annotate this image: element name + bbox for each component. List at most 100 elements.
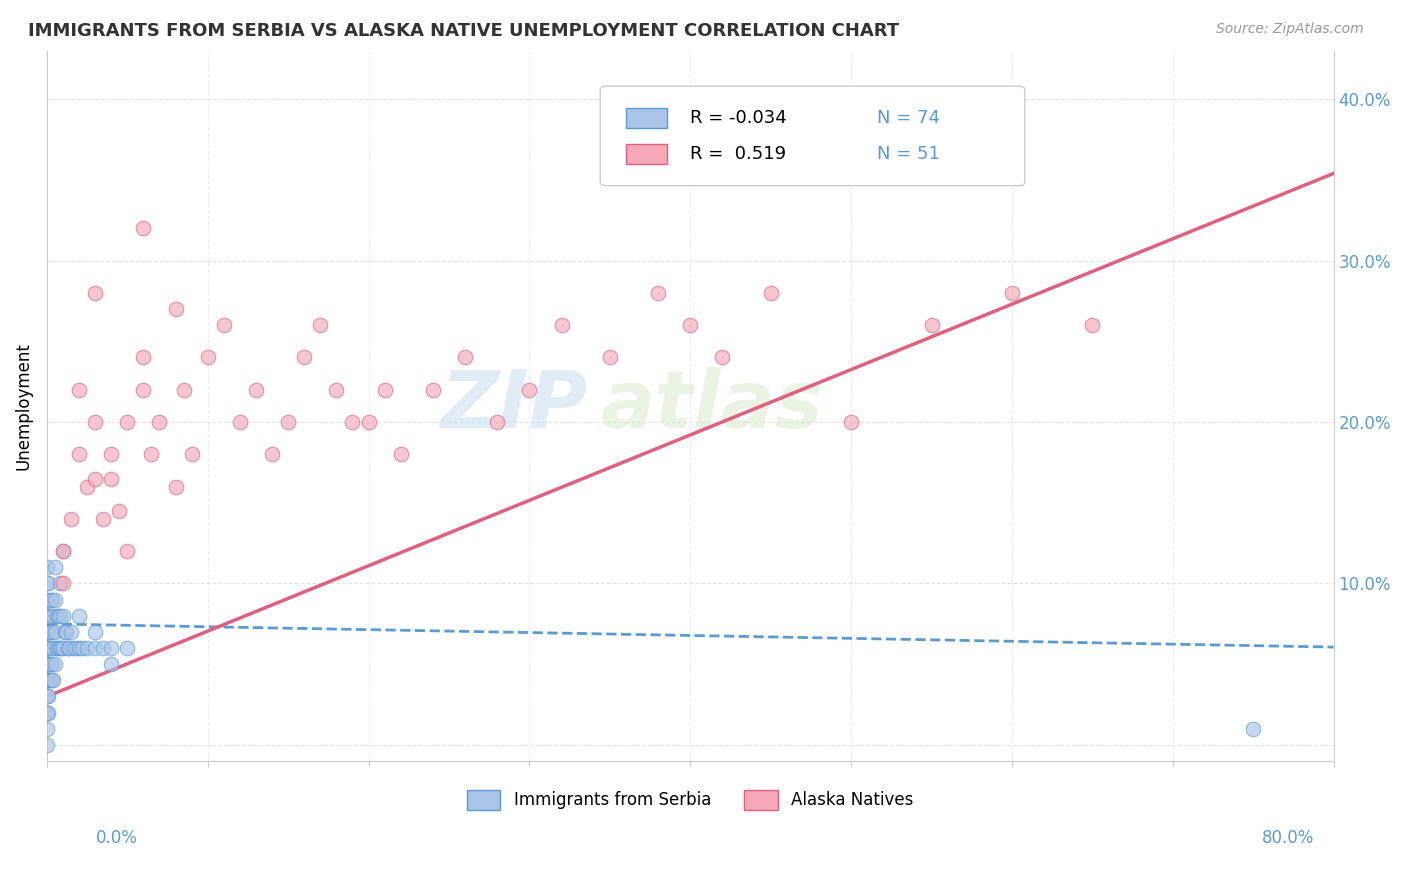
Point xyxy=(55,624,77,639)
Point xyxy=(67,447,90,461)
Point xyxy=(65,641,87,656)
Point xyxy=(44,592,66,607)
Point xyxy=(35,608,58,623)
Point xyxy=(37,657,59,672)
Point xyxy=(141,447,163,461)
Point xyxy=(212,318,235,333)
Point xyxy=(37,576,59,591)
Point xyxy=(46,641,69,656)
Point xyxy=(60,624,83,639)
Point xyxy=(35,690,58,704)
Point xyxy=(39,608,62,623)
Point xyxy=(35,576,58,591)
Point xyxy=(35,657,58,672)
Point xyxy=(49,576,72,591)
Point xyxy=(84,285,107,300)
Point xyxy=(108,504,131,518)
Point xyxy=(72,641,94,656)
Point xyxy=(245,383,267,397)
Point xyxy=(180,447,202,461)
Point xyxy=(921,318,943,333)
Point xyxy=(42,608,65,623)
Point xyxy=(35,673,58,688)
Point xyxy=(35,624,58,639)
Point xyxy=(58,641,80,656)
Point xyxy=(39,641,62,656)
Point xyxy=(454,351,477,365)
Point xyxy=(100,471,122,485)
FancyBboxPatch shape xyxy=(626,144,666,163)
Point xyxy=(35,608,58,623)
Point xyxy=(519,383,541,397)
Point xyxy=(839,415,862,429)
Point xyxy=(84,471,107,485)
Point xyxy=(100,641,122,656)
Point xyxy=(37,641,59,656)
Point xyxy=(1001,285,1024,300)
Point xyxy=(117,641,139,656)
Point xyxy=(100,447,122,461)
Point xyxy=(44,560,66,574)
Point xyxy=(647,285,669,300)
FancyBboxPatch shape xyxy=(600,87,1025,186)
Text: R =  0.519: R = 0.519 xyxy=(690,145,786,162)
Point xyxy=(35,641,58,656)
Point xyxy=(35,722,58,736)
Point xyxy=(84,641,107,656)
Point xyxy=(37,608,59,623)
Point xyxy=(422,383,444,397)
Point xyxy=(1241,722,1264,736)
Point xyxy=(52,544,75,558)
Point xyxy=(76,480,98,494)
Point xyxy=(41,624,63,639)
Point xyxy=(100,657,122,672)
Text: 0.0%: 0.0% xyxy=(96,829,138,847)
Point xyxy=(91,512,114,526)
Point xyxy=(46,608,69,623)
Point xyxy=(44,657,66,672)
Point xyxy=(45,641,67,656)
Point xyxy=(374,383,396,397)
Point xyxy=(35,706,58,720)
Point xyxy=(44,624,66,639)
Point xyxy=(679,318,702,333)
Point xyxy=(35,706,58,720)
Point xyxy=(37,690,59,704)
Point xyxy=(60,512,83,526)
Point xyxy=(277,415,299,429)
Point xyxy=(42,673,65,688)
Point xyxy=(67,608,90,623)
Point xyxy=(41,657,63,672)
Point xyxy=(35,592,58,607)
Point xyxy=(292,351,315,365)
Text: 80.0%: 80.0% xyxy=(1263,829,1315,847)
Point xyxy=(229,415,252,429)
Point xyxy=(117,415,139,429)
Point xyxy=(84,415,107,429)
Point xyxy=(197,351,219,365)
Point xyxy=(41,592,63,607)
Text: N = 51: N = 51 xyxy=(877,145,939,162)
Point xyxy=(52,544,75,558)
Point xyxy=(759,285,782,300)
Text: ZIP: ZIP xyxy=(440,367,588,445)
Point xyxy=(45,608,67,623)
Point xyxy=(173,383,195,397)
Point xyxy=(76,641,98,656)
Point xyxy=(41,673,63,688)
Point xyxy=(165,480,187,494)
Text: IMMIGRANTS FROM SERBIA VS ALASKA NATIVE UNEMPLOYMENT CORRELATION CHART: IMMIGRANTS FROM SERBIA VS ALASKA NATIVE … xyxy=(28,22,900,40)
Point xyxy=(550,318,572,333)
Point xyxy=(35,641,58,656)
Point xyxy=(62,641,84,656)
Point xyxy=(1081,318,1104,333)
Point xyxy=(37,673,59,688)
FancyBboxPatch shape xyxy=(626,108,666,128)
Point xyxy=(52,608,75,623)
Point xyxy=(53,624,76,639)
Point xyxy=(262,447,284,461)
Point xyxy=(35,641,58,656)
Point xyxy=(91,641,114,656)
Point xyxy=(711,351,734,365)
Point xyxy=(52,641,75,656)
